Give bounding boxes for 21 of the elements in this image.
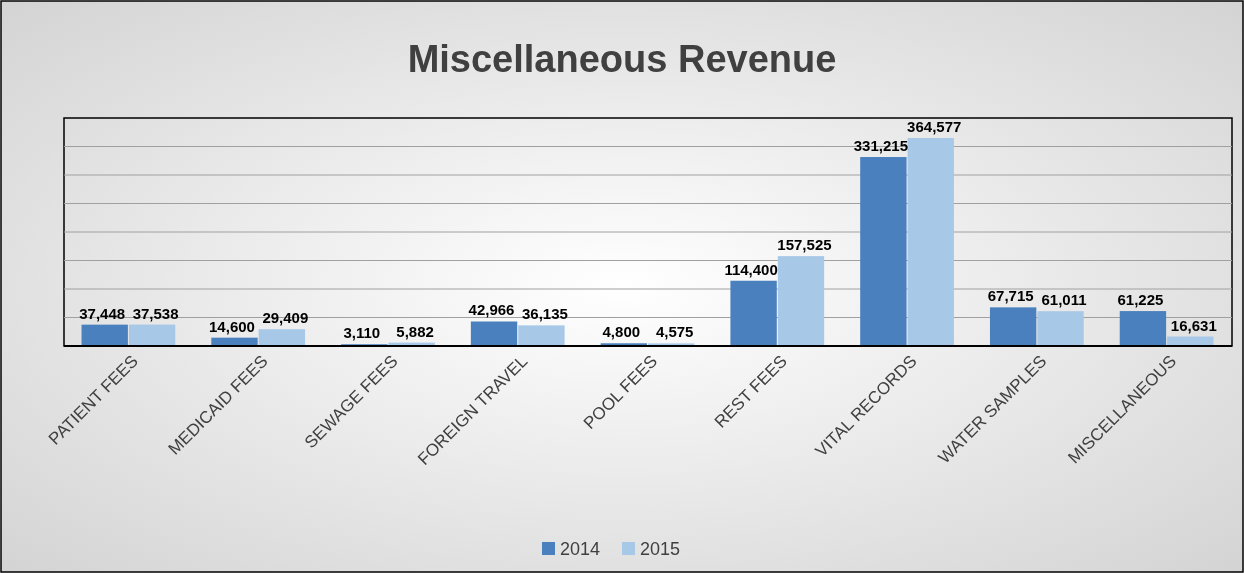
chart-title: Miscellaneous Revenue [407, 38, 837, 80]
data-label: 157,525 [777, 236, 832, 254]
data-label: 5,882 [396, 322, 434, 340]
data-label: 14,600 [209, 317, 255, 335]
legend-label: 2014 [560, 539, 601, 560]
data-label: 3,110 [343, 324, 381, 342]
data-label: 67,715 [987, 287, 1034, 305]
data-label: 61,225 [1117, 291, 1164, 309]
data-label: 42,966 [468, 301, 515, 319]
data-label: 29,409 [262, 309, 309, 327]
data-label: 37,538 [132, 304, 179, 322]
data-label: 4,800 [602, 323, 641, 341]
data-label: 114,400 [724, 260, 778, 278]
legend-label: 2015 [640, 539, 681, 560]
data-label: 36,135 [521, 305, 568, 323]
data-label: 61,011 [1041, 291, 1087, 309]
data-label: 4,575 [655, 323, 694, 341]
data-label: 37,448 [79, 304, 126, 322]
data-label: 364,577 [907, 118, 962, 135]
data-label: 16,631 [1170, 316, 1217, 334]
data-label: 331,215 [853, 137, 908, 155]
